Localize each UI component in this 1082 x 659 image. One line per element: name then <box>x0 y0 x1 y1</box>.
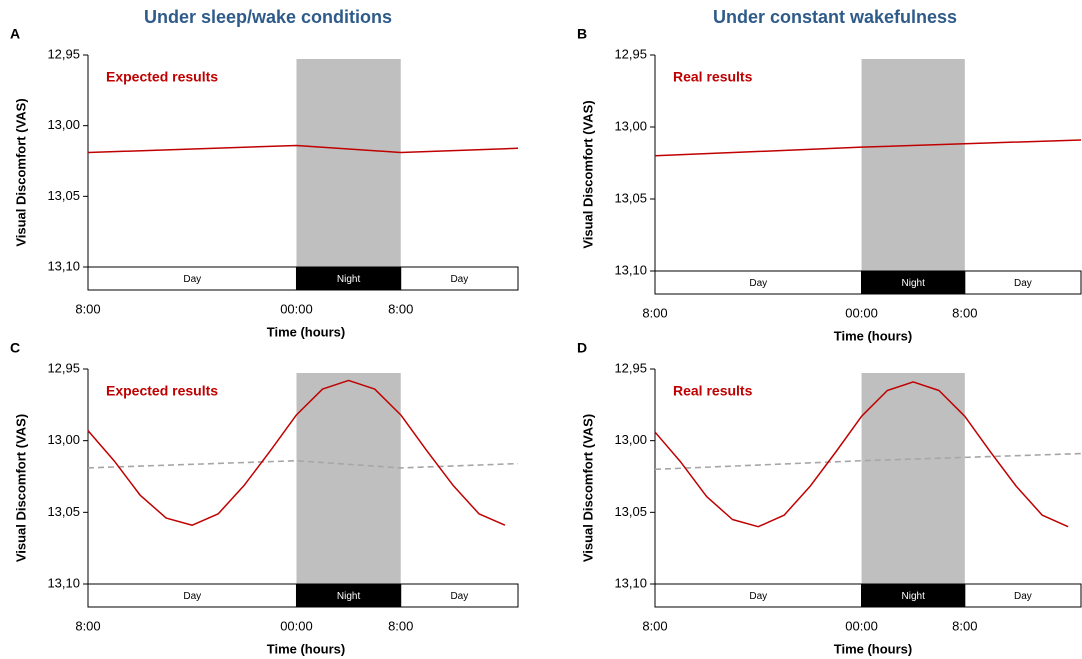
y-tick-label: 13,10 <box>614 575 647 590</box>
y-tick-label: 13,10 <box>47 258 80 273</box>
y-tick-label: 13,05 <box>614 190 647 205</box>
phase-box <box>400 266 519 291</box>
annotation: Real results <box>673 69 753 85</box>
y-tick-label: 13,00 <box>47 432 80 447</box>
x-axis-label: Time (hours) <box>834 328 913 343</box>
panel-letter: D <box>577 340 587 356</box>
phase-box <box>400 583 519 608</box>
y-tick-label: 13,05 <box>47 504 80 519</box>
y-axis-label: Visual Discomfort (VAS) <box>580 414 595 562</box>
phase-label: Night <box>902 591 926 602</box>
column-title: Under constant wakefulness <box>713 7 957 27</box>
x-tick-label: 8:00 <box>388 301 413 316</box>
night-shade <box>861 59 965 271</box>
phase-label: Day <box>749 591 767 602</box>
x-tick-label: 8:00 <box>388 618 413 633</box>
phase-label: Day <box>183 274 201 285</box>
x-tick-label: 00:00 <box>280 618 313 633</box>
phase-label: Night <box>337 274 361 285</box>
x-tick-label: 00:00 <box>280 301 313 316</box>
x-tick-label: 8:00 <box>952 305 977 320</box>
y-tick-label: 13,05 <box>47 188 80 203</box>
annotation: Real results <box>673 383 753 399</box>
x-tick-label: 8:00 <box>952 618 977 633</box>
series-line <box>654 381 1069 528</box>
y-axis-label: Visual Discomfort (VAS) <box>13 98 28 246</box>
column-title: Under sleep/wake conditions <box>144 7 392 27</box>
y-tick-label: 13,00 <box>47 117 80 132</box>
series-line <box>87 379 506 526</box>
phase-label: Day <box>1014 591 1032 602</box>
night-shade <box>296 373 401 584</box>
x-tick-label: 8:00 <box>75 301 100 316</box>
panel-letter: C <box>10 340 20 356</box>
phase-label: Day <box>450 591 468 602</box>
y-tick-label: 13,05 <box>614 504 647 519</box>
series-line <box>87 459 519 469</box>
x-tick-label: 00:00 <box>845 305 878 320</box>
x-tick-label: 00:00 <box>845 618 878 633</box>
x-axis-label: Time (hours) <box>267 324 346 339</box>
night-shade <box>861 373 965 584</box>
phase-label: Day <box>1014 278 1032 289</box>
phase-label: Day <box>450 274 468 285</box>
phase-label: Night <box>337 591 361 602</box>
x-tick-label: 8:00 <box>642 618 667 633</box>
phase-label: Day <box>183 591 201 602</box>
y-tick-label: 13,00 <box>614 432 647 447</box>
series-line <box>654 139 1082 157</box>
night-shade <box>296 59 401 267</box>
y-axis-label: Visual Discomfort (VAS) <box>13 414 28 562</box>
panel-letter: B <box>577 26 587 42</box>
annotation: Expected results <box>106 383 218 399</box>
x-tick-label: 8:00 <box>642 305 667 320</box>
y-tick-label: 13,10 <box>614 262 647 277</box>
y-tick-label: 12,95 <box>47 360 80 375</box>
x-axis-label: Time (hours) <box>267 641 346 656</box>
y-axis-label: Visual Discomfort (VAS) <box>580 100 595 248</box>
panel-letter: A <box>10 26 20 42</box>
y-tick-label: 12,95 <box>614 360 647 375</box>
phase-box <box>964 583 1082 608</box>
phase-label: Night <box>902 278 926 289</box>
annotation: Expected results <box>106 69 218 85</box>
y-tick-label: 13,00 <box>614 118 647 133</box>
series-line <box>87 144 519 154</box>
phase-box <box>964 270 1082 295</box>
y-tick-label: 12,95 <box>47 46 80 61</box>
y-tick-label: 12,95 <box>614 46 647 61</box>
x-axis-label: Time (hours) <box>834 641 913 656</box>
y-tick-label: 13,10 <box>47 575 80 590</box>
series-line <box>654 452 1082 471</box>
phase-label: Day <box>749 278 767 289</box>
x-tick-label: 8:00 <box>75 618 100 633</box>
